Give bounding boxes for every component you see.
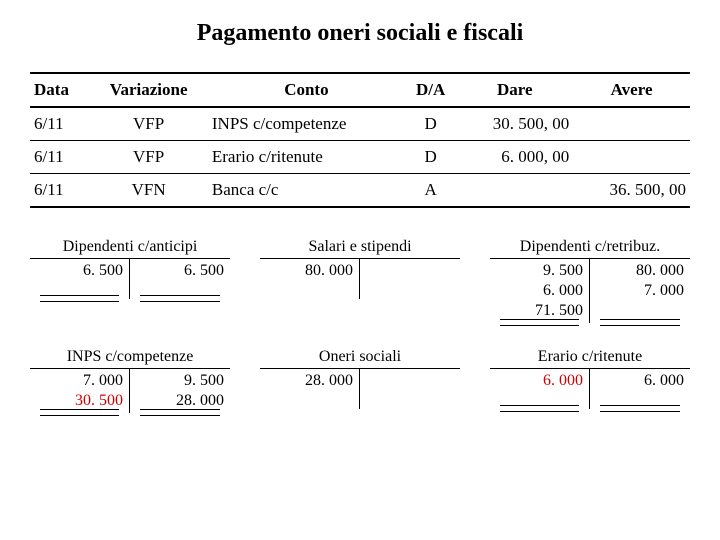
cell-da: A: [405, 174, 457, 208]
cell-conto: INPS c/competenze: [208, 107, 405, 141]
tacct-inps-competenze: INPS c/competenze 7. 000 30. 500 9. 500 …: [30, 348, 230, 413]
cell-da: D: [405, 141, 457, 174]
tacct-debit-col: 6. 000: [490, 369, 590, 409]
tacct-entry: 28. 000: [266, 371, 353, 391]
cell-avere: 36. 500, 00: [573, 174, 690, 208]
tacct-title: Erario c/ritenute: [490, 348, 690, 369]
col-dare: Dare: [456, 73, 573, 107]
taccounts-row-1: Dipendenti c/anticipi 6. 500 6. 500 Sala…: [30, 238, 690, 323]
cell-avere: [573, 141, 690, 174]
tacct-debit-col: 80. 000: [260, 259, 360, 299]
col-conto: Conto: [208, 73, 405, 107]
tacct-credit-col: 9. 500 28. 000: [130, 369, 230, 413]
tacct-entry: 6. 000: [596, 371, 684, 391]
col-da: D/A: [405, 73, 457, 107]
col-variazione: Variazione: [89, 73, 208, 107]
tacct-credit-col: 6. 000: [590, 369, 690, 409]
tacct-entry: 80. 000: [266, 261, 353, 281]
cell-dare: 6. 000, 00: [456, 141, 573, 174]
cell-data: 6/11: [30, 141, 89, 174]
tacct-entry: 6. 500: [136, 261, 224, 281]
cell-data: 6/11: [30, 174, 89, 208]
tacct-erario-ritenute: Erario c/ritenute 6. 000 6. 000: [490, 348, 690, 413]
cell-variazione: VFN: [89, 174, 208, 208]
tacct-debit-col: 6. 500: [30, 259, 130, 299]
journal-table: Data Variazione Conto D/A Dare Avere 6/1…: [30, 72, 690, 208]
taccounts-row-2: INPS c/competenze 7. 000 30. 500 9. 500 …: [30, 348, 690, 413]
tacct-credit-col: 80. 000 7. 000: [590, 259, 690, 323]
cell-avere: [573, 107, 690, 141]
tacct-title: Dipendenti c/anticipi: [30, 238, 230, 259]
table-row: 6/11 VFP Erario c/ritenute D 6. 000, 00: [30, 141, 690, 174]
col-avere: Avere: [573, 73, 690, 107]
col-data: Data: [30, 73, 89, 107]
tacct-dipendenti-anticipi: Dipendenti c/anticipi 6. 500 6. 500: [30, 238, 230, 323]
tacct-credit-col: 6. 500: [130, 259, 230, 299]
tacct-dipendenti-retribuz: Dipendenti c/retribuz. 9. 500 6. 000 71.…: [490, 238, 690, 323]
tacct-oneri-sociali: Oneri sociali 28. 000: [260, 348, 460, 413]
tacct-title: INPS c/competenze: [30, 348, 230, 369]
tacct-entry: 9. 500: [496, 261, 583, 281]
cell-conto: Banca c/c: [208, 174, 405, 208]
cell-dare: [456, 174, 573, 208]
cell-variazione: VFP: [89, 107, 208, 141]
table-row: 6/11 VFN Banca c/c A 36. 500, 00: [30, 174, 690, 208]
tacct-entry: 6. 000: [496, 281, 583, 301]
table-header-row: Data Variazione Conto D/A Dare Avere: [30, 73, 690, 107]
tacct-entry: 71. 500: [496, 301, 583, 321]
tacct-title: Dipendenti c/retribuz.: [490, 238, 690, 259]
cell-conto: Erario c/ritenute: [208, 141, 405, 174]
tacct-debit-col: 9. 500 6. 000 71. 500: [490, 259, 590, 323]
cell-variazione: VFP: [89, 141, 208, 174]
cell-dare: 30. 500, 00: [456, 107, 573, 141]
tacct-title: Salari e stipendi: [260, 238, 460, 259]
tacct-entry: 80. 000: [596, 261, 684, 281]
tacct-entry: 7. 000: [36, 371, 123, 391]
tacct-entry: 7. 000: [596, 281, 684, 301]
tacct-entry: 6. 500: [36, 261, 123, 281]
tacct-credit-col: [360, 259, 460, 299]
tacct-entry: 6. 000: [496, 371, 583, 391]
tacct-debit-col: 28. 000: [260, 369, 360, 409]
tacct-debit-col: 7. 000 30. 500: [30, 369, 130, 413]
tacct-entry: 28. 000: [136, 391, 224, 411]
tacct-entry: 9. 500: [136, 371, 224, 391]
tacct-credit-col: [360, 369, 460, 409]
table-row: 6/11 VFP INPS c/competenze D 30. 500, 00: [30, 107, 690, 141]
cell-da: D: [405, 107, 457, 141]
tacct-salari-stipendi: Salari e stipendi 80. 000: [260, 238, 460, 323]
page-title: Pagamento oneri sociali e fiscali: [30, 20, 690, 47]
tacct-title: Oneri sociali: [260, 348, 460, 369]
tacct-entry: 30. 500: [36, 391, 123, 411]
cell-data: 6/11: [30, 107, 89, 141]
